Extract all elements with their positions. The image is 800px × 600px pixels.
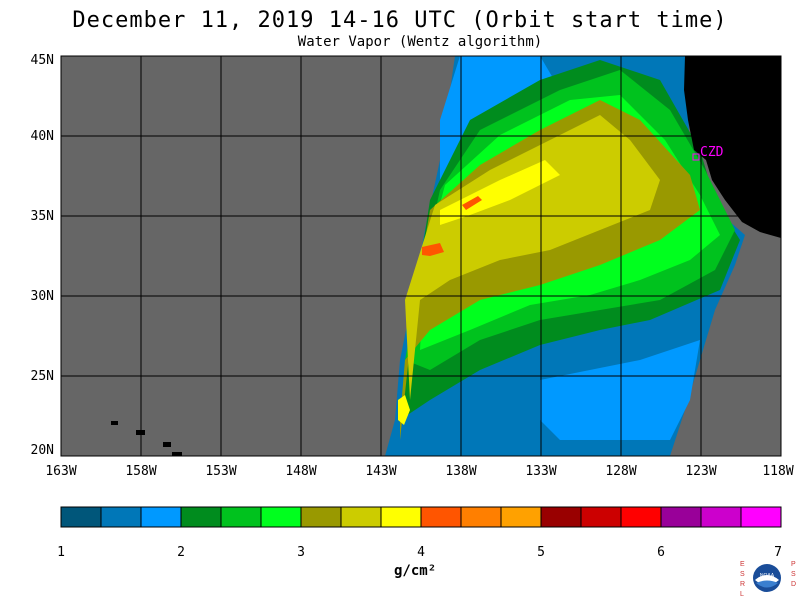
lat-labels: 45N 40N 35N 30N 25N 20N <box>31 53 54 458</box>
lon-label: 148W <box>285 464 316 479</box>
lon-label: 158W <box>125 464 156 479</box>
graticule <box>61 56 781 456</box>
colorbar-tick: 7 <box>774 545 782 560</box>
colorbar-unit: g/cm² <box>394 563 437 579</box>
colorbar-swatch <box>100 506 142 528</box>
vapor-band-8 <box>440 160 560 225</box>
colorbar-tick: 4 <box>417 545 425 560</box>
station-label: CZD <box>700 145 724 160</box>
lon-label: 143W <box>365 464 396 479</box>
colorbar-swatch <box>260 506 302 528</box>
vapor-band-7 <box>405 115 660 400</box>
noaa-text: NOAA <box>760 573 775 579</box>
vapor-band-2b <box>540 340 700 440</box>
logo-letter: E <box>740 561 745 568</box>
colorbar-swatch <box>660 506 702 528</box>
lon-label: 133W <box>525 464 556 479</box>
lat-label: 45N <box>31 53 54 68</box>
logo-letter: D <box>791 581 796 588</box>
colorbar-swatch <box>140 506 182 528</box>
colorbar-tick: 6 <box>657 545 665 560</box>
land-mass <box>684 56 781 238</box>
colorbar-swatch <box>620 506 662 528</box>
colorbar-swatch <box>180 506 222 528</box>
station-marker: CZD <box>692 145 724 161</box>
colorbar-tick: 2 <box>177 545 185 560</box>
colorbar-swatch <box>420 506 462 528</box>
map-title: December 11, 2019 14-16 UTC (Orbit start… <box>72 8 728 33</box>
colorbar-swatch <box>340 506 382 528</box>
colorbar-tick: 1 <box>57 545 65 560</box>
colorbar-swatch <box>580 506 622 528</box>
lon-label: 118W <box>762 464 793 479</box>
lat-label: 35N <box>31 209 54 224</box>
island <box>111 421 118 425</box>
lon-label: 153W <box>205 464 236 479</box>
vapor-band-8b <box>398 395 410 425</box>
lon-label: 138W <box>445 464 476 479</box>
logo-letter: R <box>740 581 745 588</box>
colorbar-tick: 3 <box>297 545 305 560</box>
lon-labels: 163W 158W 153W 148W 143W 138W 133W 128W … <box>45 464 793 479</box>
logo-letter: S <box>740 571 745 578</box>
noaa-logo: E S R L NOAA P S D <box>740 561 796 598</box>
map-subtitle: Water Vapor (Wentz algorithm) <box>297 34 543 50</box>
lon-label: 128W <box>605 464 636 479</box>
colorbar-swatch <box>60 506 102 528</box>
logo-letter: L <box>740 591 744 598</box>
colorbar-swatch <box>700 506 742 528</box>
vapor-band-10b <box>462 196 482 210</box>
logo-letter: S <box>791 571 796 578</box>
map-frame <box>60 55 782 457</box>
colorbar-swatch <box>540 506 582 528</box>
colorbar <box>60 506 782 528</box>
vapor-band-10 <box>422 243 444 256</box>
colorbar-swatch <box>220 506 262 528</box>
colorbar-swatch <box>300 506 342 528</box>
lon-label: 163W <box>45 464 76 479</box>
lon-label: 123W <box>685 464 716 479</box>
island <box>163 442 171 447</box>
map-area <box>61 56 781 456</box>
island <box>172 452 182 456</box>
colorbar-swatch <box>460 506 502 528</box>
colorbar-tick: 5 <box>537 545 545 560</box>
colorbar-swatch <box>500 506 542 528</box>
colorbar-ticks: 1 2 3 4 5 6 7 <box>57 545 782 560</box>
lat-label: 25N <box>31 369 54 384</box>
logo-letter: P <box>791 561 796 568</box>
colorbar-swatch <box>380 506 422 528</box>
colorbar-swatch <box>740 506 782 528</box>
lat-label: 40N <box>31 129 54 144</box>
lat-label: 30N <box>31 289 54 304</box>
lat-label: 20N <box>31 443 54 458</box>
